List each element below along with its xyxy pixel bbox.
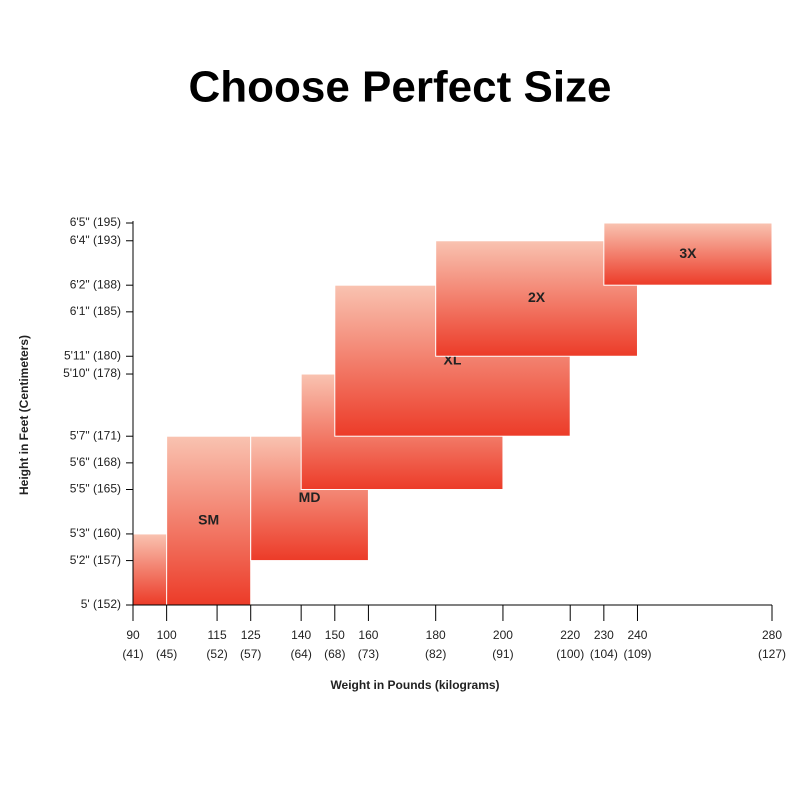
x-tick-label: 180 [426,628,446,642]
x-tick-label: 240 [627,628,647,642]
x-tick-sublabel: (91) [492,647,513,661]
x-tick-sublabel: (127) [758,647,786,661]
x-tick-label: 230 [594,628,614,642]
x-tick-sublabel: (100) [556,647,584,661]
x-tick-sublabel: (57) [240,647,261,661]
x-tick-sublabel: (109) [623,647,651,661]
x-tick-label: 160 [358,628,378,642]
x-tick-label: 150 [325,628,345,642]
y-tick-label: 5'2" (157) [70,553,121,567]
x-axis-title: Weight in Pounds (kilograms) [330,678,499,692]
x-tick-sublabel: (73) [358,647,379,661]
y-tick-label: 6'1" (185) [70,304,121,318]
x-tick-label: 220 [560,628,580,642]
y-tick-label: 5' (152) [81,597,121,611]
x-tick-label: 125 [241,628,261,642]
size-label: 3X [679,245,697,261]
x-tick-sublabel: (41) [122,647,143,661]
x-tick-label: 90 [126,628,140,642]
y-axis-title: Height in Feet (Centimeters) [17,335,31,495]
x-tick-label: 115 [208,628,227,642]
y-tick-label: 5'10" (178) [63,366,121,380]
x-tick-sublabel: (52) [206,647,227,661]
x-tick-label: 280 [762,628,782,642]
x-tick-sublabel: (45) [156,647,177,661]
x-tick-label: 140 [291,628,311,642]
x-tick-label: 100 [157,628,177,642]
x-tick-sublabel: (64) [290,647,311,661]
y-tick-label: 5'11" (180) [64,348,121,362]
size-label: 2X [528,289,546,305]
x-tick-sublabel: (82) [425,647,446,661]
chart-title: Choose Perfect Size [188,63,611,112]
y-tick-label: 5'6" (168) [70,455,121,469]
size-box [603,222,773,286]
x-tick-sublabel: (68) [324,647,345,661]
y-tick-label: 5'3" (160) [70,526,121,540]
size-label: MD [299,489,321,505]
x-tick-sublabel: (104) [590,647,618,661]
y-tick-label: 6'4" (193) [70,233,121,247]
size-label: SM [198,511,219,527]
y-tick-label: 6'2" (188) [70,277,121,291]
y-tick-label: 5'7" (171) [70,428,121,442]
y-tick-label: 5'5" (165) [70,482,121,496]
y-tick-label: 6'5" (195) [70,215,121,229]
x-tick-label: 200 [493,628,513,642]
